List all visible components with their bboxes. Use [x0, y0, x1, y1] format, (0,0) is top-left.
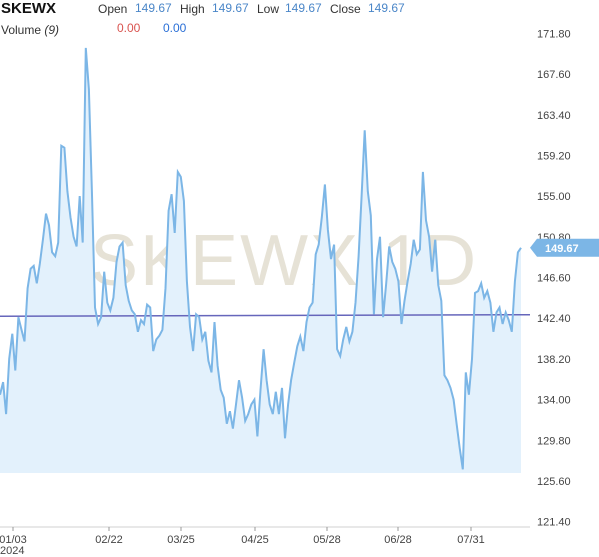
y-tick-label: 163.40 — [537, 110, 571, 122]
symbol-label: SKEWX — [1, 0, 57, 17]
close-label: Close — [330, 2, 361, 16]
high-value: 149.67 — [212, 1, 249, 15]
y-tick-label: 146.60 — [537, 273, 571, 285]
low-value: 149.67 — [285, 1, 322, 15]
price-area-fill — [0, 47, 521, 474]
low-label: Low — [257, 2, 280, 16]
y-tick-label: 159.20 — [537, 150, 571, 162]
y-tick-label: 142.40 — [537, 313, 571, 325]
last-price-tag: 149.67 — [530, 238, 599, 257]
close-value: 149.67 — [368, 1, 405, 15]
last-price-tag-shape — [530, 238, 599, 257]
volume-value-2: 0.00 — [163, 21, 187, 35]
x-tick-label: 07/31 — [457, 534, 485, 546]
y-tick-label: 121.40 — [537, 517, 571, 529]
x-year-label: 2024 — [0, 545, 24, 557]
open-value: 149.67 — [135, 1, 172, 15]
volume-period: (9) — [44, 23, 60, 37]
x-tick-label: 03/25 — [167, 534, 195, 546]
y-tick-label: 125.60 — [537, 476, 571, 488]
volume-title: Volume — [1, 23, 42, 37]
volume-value-1: 0.00 — [117, 21, 141, 35]
x-tick-label: 05/28 — [313, 534, 341, 546]
x-tick-label: 06/28 — [384, 534, 412, 546]
y-tick-label: 167.60 — [537, 69, 571, 81]
y-tick-label: 155.00 — [537, 191, 571, 203]
y-tick-label: 138.20 — [537, 354, 571, 366]
x-tick-label: 04/25 — [241, 534, 269, 546]
volume-label: Volume (9) — [1, 23, 59, 37]
ohlc-header: SKEWX Open 149.67 High 149.67 Low 149.67… — [0, 0, 599, 18]
y-tick-label: 129.80 — [537, 435, 571, 447]
x-tick-label: 02/22 — [95, 534, 123, 546]
x-tick-label: 01/03 — [0, 534, 27, 546]
price-line — [0, 47, 522, 470]
high-label: High — [180, 2, 205, 16]
y-tick-label: 134.00 — [537, 395, 571, 407]
last-price-tag-text: 149.67 — [545, 243, 579, 255]
open-label: Open — [98, 2, 128, 16]
y-tick-label: 171.80 — [537, 28, 571, 40]
